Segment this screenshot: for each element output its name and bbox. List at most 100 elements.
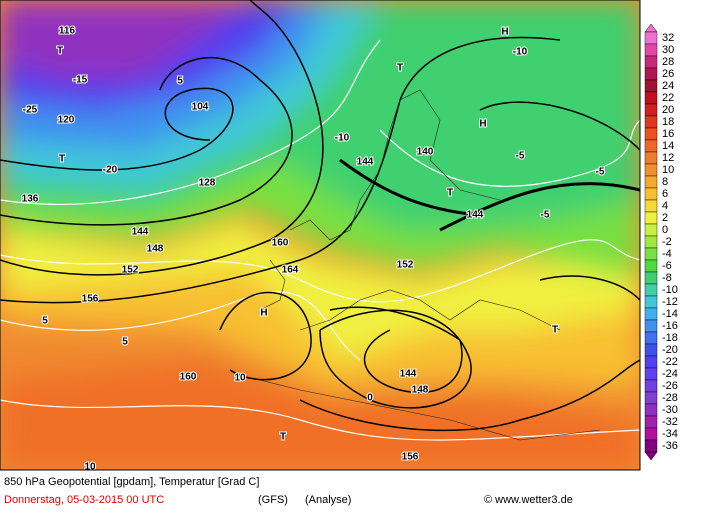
map-label: -5	[541, 210, 550, 221]
colorbar-label: 4	[662, 200, 668, 212]
colorbar-swatch	[644, 319, 658, 333]
map-label: 10	[234, 373, 246, 384]
colorbar-label: -2	[662, 236, 672, 248]
map-label: T	[57, 46, 63, 57]
colorbar-label: -32	[662, 416, 678, 428]
map-label: -10	[513, 47, 528, 58]
colorbar-swatch	[644, 163, 658, 177]
colorbar-swatch	[644, 175, 658, 189]
map-label: 10	[84, 462, 96, 473]
colorbar-label: 8	[662, 176, 668, 188]
map-label: 5	[177, 76, 183, 87]
colorbar-swatch	[644, 379, 658, 393]
map-label: T	[447, 188, 453, 199]
colorbar-swatch	[644, 235, 658, 249]
map-label: T	[397, 63, 403, 74]
map-label: 152	[122, 265, 139, 276]
map-label: -25	[23, 105, 38, 116]
colorbar-label: -30	[662, 404, 678, 416]
map-label: 5	[122, 337, 128, 348]
colorbar-swatch	[644, 307, 658, 321]
colorbar-label: -4	[662, 248, 672, 260]
map-label: 164	[282, 265, 299, 276]
map-label: 0	[367, 393, 373, 404]
colorbar-swatch	[644, 91, 658, 105]
map-label: 128	[199, 178, 216, 189]
colorbar-label: -6	[662, 260, 672, 272]
map-label: 148	[147, 244, 164, 255]
colorbar-label: -28	[662, 392, 678, 404]
map-label: T	[59, 154, 65, 165]
colorbar-label: -18	[662, 332, 678, 344]
colorbar-swatch	[644, 283, 658, 297]
colorbar-swatch	[644, 343, 658, 357]
isotherms	[0, 39, 640, 441]
map-label: H	[479, 119, 486, 130]
colorbar-label: 30	[662, 44, 674, 56]
colorbar-bottom-arrow	[644, 451, 658, 461]
colorbar-swatch	[644, 43, 658, 57]
map-label: T	[552, 325, 558, 336]
map-label: 160	[272, 238, 289, 249]
colorbar-label: 26	[662, 68, 674, 80]
colorbar-label: 32	[662, 32, 674, 44]
map-label: 156	[82, 294, 99, 305]
colorbar-label: -36	[662, 440, 678, 452]
colorbar-swatch	[644, 211, 658, 225]
colorbar-swatch	[644, 415, 658, 429]
map-label: -10	[335, 133, 350, 144]
colorbar-swatch	[644, 79, 658, 93]
colorbar-label: 16	[662, 128, 674, 140]
caption-source: © www.wetter3.de	[484, 494, 573, 506]
colorbar-label: 12	[662, 152, 674, 164]
map-label: 160	[180, 372, 197, 383]
map-label: T	[280, 432, 286, 443]
colorbar-swatch	[644, 439, 658, 453]
colorbar-swatch	[644, 199, 658, 213]
colorbar-swatch	[644, 355, 658, 369]
colorbar-label: 20	[662, 104, 674, 116]
coastlines	[259, 89, 601, 441]
colorbar-label: 24	[662, 80, 674, 92]
colorbar-swatch	[644, 403, 658, 417]
colorbar-label: 22	[662, 92, 674, 104]
colorbar-label: 18	[662, 116, 674, 128]
colorbar-top-arrow	[644, 23, 658, 33]
caption-run: (Analyse)	[305, 494, 351, 506]
colorbar-swatch	[644, 367, 658, 381]
colorbar-label: 14	[662, 140, 674, 152]
colorbar-label: -16	[662, 320, 678, 332]
map-label: 148	[412, 385, 429, 396]
colorbar-swatch	[644, 427, 658, 441]
map-label: 144	[132, 227, 149, 238]
colorbar-swatch	[644, 103, 658, 117]
map-label: 104	[192, 102, 209, 113]
colorbar-label: 0	[662, 224, 668, 236]
map-label: 152	[397, 260, 414, 271]
colorbar-label: -34	[662, 428, 678, 440]
colorbar-swatch	[644, 331, 658, 345]
colorbar-label: -14	[662, 308, 678, 320]
colorbar-swatch	[644, 259, 658, 273]
map-label: -20	[103, 165, 118, 176]
map-label: -5	[596, 167, 605, 178]
map-frame	[0, 0, 641, 471]
colorbar-swatch	[644, 223, 658, 237]
map-label: 5	[42, 316, 48, 327]
caption-model: (GFS)	[258, 494, 288, 506]
colorbar-swatch	[644, 67, 658, 81]
colorbar-label: -24	[662, 368, 678, 380]
colorbar-label: -26	[662, 380, 678, 392]
caption-date: Donnerstag, 05-03-2015 00 UTC	[4, 494, 164, 506]
map-label: 144	[357, 157, 374, 168]
map-label: 120	[58, 115, 75, 126]
map-label: 156	[402, 452, 419, 463]
colorbar-swatch	[644, 31, 658, 45]
map: 144 144 144 144 148 148 152 152 156 156 160 160 164 1…	[0, 0, 640, 473]
colorbar-swatch	[644, 151, 658, 165]
map-label: -15	[73, 75, 88, 86]
map-label: 144	[467, 210, 484, 221]
colorbar-swatch	[644, 391, 658, 405]
colorbar-label: -22	[662, 356, 678, 368]
